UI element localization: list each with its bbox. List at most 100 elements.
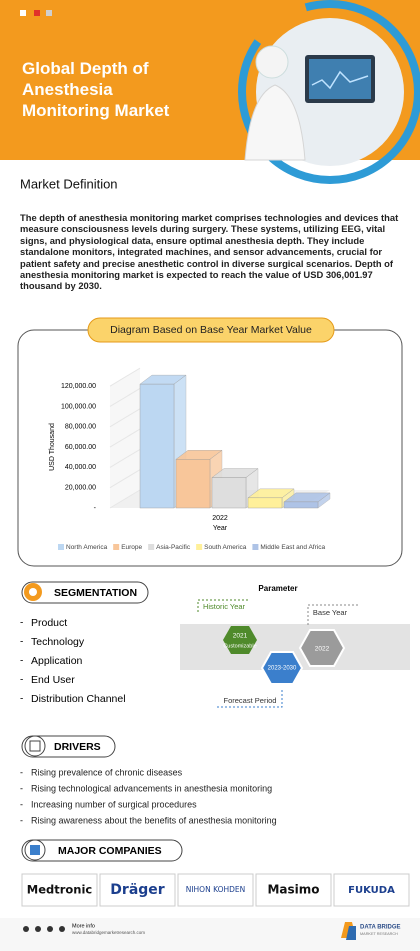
bar [283, 501, 319, 509]
connector [197, 599, 248, 612]
segment-item: Technology [31, 636, 85, 648]
y-tick-label: 40,000.00 [65, 464, 96, 471]
driver-item: Increasing number of surgical procedures [31, 799, 197, 809]
parameter-label: Forecast Period [224, 696, 277, 705]
connector [307, 604, 360, 625]
legend-swatch [148, 544, 155, 550]
hex-label: 2023-2030 [268, 666, 297, 672]
monitor-screen [309, 59, 371, 99]
grid-line [109, 448, 141, 468]
footer-url: www.databridgemarketresearch.com [72, 930, 145, 935]
bullet: - [20, 694, 23, 705]
company-card [99, 873, 176, 907]
x-axis-title: Year [213, 525, 228, 532]
bullet: - [20, 618, 23, 629]
company-card [177, 873, 254, 907]
header-title: Global Depth of Anesthesia Monitoring Mark… [22, 59, 170, 120]
hex-label: Customizable [223, 643, 256, 649]
bar [211, 477, 247, 509]
parameter-label: Historic Year [203, 602, 246, 611]
y-tick-label: 120,000.00 [61, 383, 96, 390]
pill [21, 581, 149, 604]
monitor-line [311, 70, 369, 90]
surgeon-head [255, 45, 289, 79]
bar [139, 383, 175, 509]
hex-base [298, 629, 346, 667]
legend-swatch [113, 544, 120, 550]
segment-item: End User [31, 674, 75, 686]
hex-label: 2022 [315, 646, 330, 653]
section-heading: SEGMENTATION [54, 587, 137, 599]
grid-line [109, 428, 141, 448]
company-logo: FUKUDA [348, 885, 395, 896]
bullet: - [20, 815, 23, 825]
chart-title: Diagram Based on Base Year Market Value [110, 324, 312, 336]
bullet: - [20, 637, 23, 648]
bullet: - [20, 783, 23, 793]
grid-line [109, 469, 141, 489]
y-tick-label: 80,000.00 [65, 424, 96, 431]
grid-line [109, 408, 141, 428]
legend-label: Middle East and Africa [260, 544, 325, 551]
bar [247, 497, 283, 509]
brand-logo [346, 926, 356, 940]
driver-item: Rising technological advancements in ane… [31, 783, 272, 793]
grid-line [109, 388, 141, 407]
bar [175, 459, 211, 509]
grid-line [109, 367, 141, 387]
brand-name: DATA BRIDGE [360, 925, 401, 931]
definition-text: The depth of anesthesia monitoring marke… [20, 212, 399, 292]
segment-item: Application [31, 655, 83, 667]
parameter-title: Parameter [258, 584, 297, 593]
company-logo: Dräger [110, 882, 164, 898]
social-icon [59, 926, 65, 932]
section-heading: DRIVERS [54, 741, 101, 753]
company-card [255, 873, 332, 907]
bullet: - [20, 675, 23, 686]
segment-item: Distribution Channel [31, 693, 126, 705]
bullet: - [20, 799, 23, 809]
y-tick-label: 100,000.00 [61, 403, 96, 410]
icon [29, 588, 37, 596]
segment-item: Product [31, 617, 67, 629]
icon [30, 845, 40, 855]
legend-label: Europe [121, 544, 142, 551]
section-heading: Market Definition [20, 176, 118, 191]
dot [20, 10, 26, 16]
company-logo: NIHON KOHDEN [186, 885, 246, 894]
y-tick-label: - [94, 505, 97, 512]
footer [0, 918, 420, 951]
dot [46, 10, 52, 16]
x-tick-label: 2022 [212, 515, 228, 522]
y-tick-label: 20,000.00 [65, 485, 96, 492]
legend-swatch [252, 544, 259, 550]
social-icon [47, 926, 53, 932]
bullet: - [20, 767, 23, 777]
surgeon-body [244, 84, 306, 161]
icon [24, 735, 46, 757]
connector [215, 690, 283, 708]
legend-swatch [58, 544, 64, 550]
company-logo: Medtronic [27, 883, 93, 897]
header-arc [238, 0, 420, 184]
driver-item: Rising awareness about the benefits of a… [31, 815, 277, 825]
parameter-label: Base Year [313, 608, 348, 617]
section-heading: MAJOR COMPANIES [58, 845, 162, 857]
legend-label: Asia-Pacific [156, 544, 191, 551]
hex-label: 2021 [233, 633, 248, 640]
hex-historic [223, 626, 257, 654]
driver-item: Rising prevalence of chronic diseases [31, 767, 183, 777]
brand-sub: MARKET RESEARCH [360, 932, 398, 936]
y-axis-title: USD Thousand [49, 423, 56, 471]
grid-line [109, 489, 141, 509]
company-card [333, 873, 410, 907]
social-icon [23, 926, 29, 932]
legend-label: South America [204, 544, 247, 551]
footer-text: More info [72, 923, 95, 929]
y-tick-label: 60,000.00 [65, 444, 96, 451]
bullet: - [20, 656, 23, 667]
social-icon [35, 926, 41, 932]
pill [21, 735, 116, 758]
